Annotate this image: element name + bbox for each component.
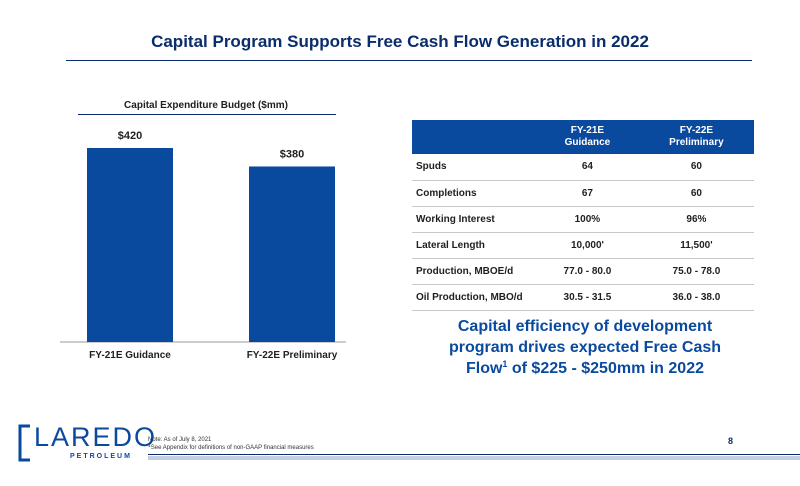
callout-line-3-pre: Flow xyxy=(465,360,503,377)
header-fy21-label: FY-21E Guidance xyxy=(564,125,611,148)
chart-title: Capital Expenditure Budget ($mm) xyxy=(124,100,288,111)
row-value-fy21: 77.0 - 80.0 xyxy=(536,258,639,285)
footnote-definition: See Appendix for definitions of non-GAAP… xyxy=(150,445,314,451)
category-label-fy21: FY-21E Guidance xyxy=(89,350,171,361)
row-value-fy21: 64 xyxy=(536,154,639,181)
data-label-fy21: $420 xyxy=(118,130,142,142)
footnote-number: 1 xyxy=(148,443,151,449)
row-value-fy22: 60 xyxy=(638,180,754,207)
category-label-fy22: FY-22E Preliminary xyxy=(247,350,338,361)
table-header-fy21: FY-21E Guidance xyxy=(536,120,639,154)
callout-line-2: program drives expected Free Cash xyxy=(448,339,722,356)
row-label: Spuds xyxy=(412,154,536,181)
bar-fy21 xyxy=(87,148,173,342)
footnote: Note: As of July 8, 2021 1See Appendix f… xyxy=(148,436,314,452)
row-label: Working Interest xyxy=(412,206,536,233)
footnote-date: Note: As of July 8, 2021 xyxy=(148,437,212,443)
row-value-fy22: 60 xyxy=(638,154,754,181)
laredo-logo: LAREDO PETROLEUM xyxy=(16,422,155,466)
data-label-fy22: $380 xyxy=(280,148,304,160)
logo-subtitle: PETROLEUM xyxy=(70,453,132,460)
title-divider xyxy=(66,60,752,61)
table-header-fy22: FY-22E Preliminary xyxy=(638,120,754,154)
chart-title-divider xyxy=(78,114,336,115)
logo-bracket-icon xyxy=(18,424,30,462)
guidance-table: FY-21E Guidance FY-22E Preliminary Spuds 6… xyxy=(412,120,754,311)
row-label: Production, MBOE/d xyxy=(412,258,536,285)
table-row: Spuds 64 60 xyxy=(412,154,754,181)
fcf-callout: Capital efficiency of development progra… xyxy=(430,316,740,379)
row-value-fy22: 36.0 - 38.0 xyxy=(638,284,754,311)
row-label: Lateral Length xyxy=(412,232,536,259)
row-label: Completions xyxy=(412,180,536,207)
row-value-fy21: 100% xyxy=(536,206,639,233)
row-value-fy21: 10,000' xyxy=(536,232,639,259)
header-fy22-label: FY-22E Preliminary xyxy=(669,125,724,148)
table-row: Oil Production, MBO/d 30.5 - 31.5 36.0 -… xyxy=(412,284,754,311)
table-row: Working Interest 100% 96% xyxy=(412,206,754,233)
table-row: Completions 67 60 xyxy=(412,180,754,207)
row-value-fy22: 96% xyxy=(638,206,754,233)
logo-wordmark: LAREDO xyxy=(34,422,158,452)
footer-strip xyxy=(148,456,800,460)
page-number: 8 xyxy=(728,436,734,446)
footnote-marker: 1 xyxy=(502,359,508,369)
table-header-blank xyxy=(412,120,536,154)
row-value-fy21: 67 xyxy=(536,180,639,207)
footer-divider xyxy=(148,454,800,455)
callout-line-1: Capital efficiency of development xyxy=(457,318,713,335)
row-label: Oil Production, MBO/d xyxy=(412,284,536,311)
table-header-row: FY-21E Guidance FY-22E Preliminary xyxy=(412,120,754,154)
table-row: Production, MBOE/d 77.0 - 80.0 75.0 - 78… xyxy=(412,258,754,285)
row-value-fy22: 11,500' xyxy=(638,232,754,259)
bar-fy22 xyxy=(249,166,335,342)
table-row: Lateral Length 10,000' 11,500' xyxy=(412,232,754,259)
row-value-fy22: 75.0 - 78.0 xyxy=(638,258,754,285)
row-value-fy21: 30.5 - 31.5 xyxy=(536,284,639,311)
slide-title: Capital Program Supports Free Cash Flow … xyxy=(151,32,649,51)
callout-line-3-post: of $225 - $250mm in 2022 xyxy=(507,360,704,377)
